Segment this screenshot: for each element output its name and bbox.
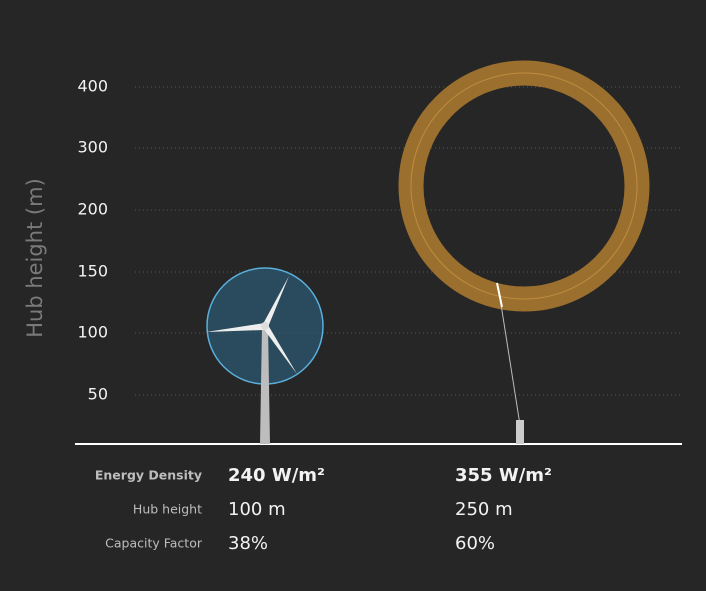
cell: 38% xyxy=(228,533,268,554)
tick-label: 300 xyxy=(77,138,108,157)
tick-label: 150 xyxy=(77,262,108,281)
tether xyxy=(499,297,521,426)
blade xyxy=(206,323,265,332)
table: Energy Density 240 W/m² 355 W/m² Hub height… xyxy=(95,465,552,554)
blade xyxy=(263,325,297,374)
tick-label: 400 xyxy=(77,77,108,96)
cell: 250 m xyxy=(455,499,513,520)
flight-track xyxy=(410,72,638,300)
tick-label: 200 xyxy=(77,200,108,219)
tower xyxy=(260,326,270,444)
cell: 240 W/m² xyxy=(228,465,325,486)
wind-turbine xyxy=(206,267,324,444)
tick-label: 50 xyxy=(88,385,108,404)
row-label: Hub height xyxy=(133,502,202,517)
axis-label: Hub height (m) xyxy=(23,178,47,338)
row-label: Energy Density xyxy=(95,468,202,483)
airborne-kite xyxy=(398,60,650,444)
kite xyxy=(496,282,503,308)
hub xyxy=(261,322,269,330)
tick-label: 100 xyxy=(77,323,108,342)
ground-station xyxy=(516,420,524,444)
cell: 60% xyxy=(455,533,495,554)
cell: 355 W/m² xyxy=(455,465,552,486)
cell: 100 m xyxy=(228,499,286,520)
blade xyxy=(263,276,289,327)
row-label: Capacity Factor xyxy=(105,536,203,551)
